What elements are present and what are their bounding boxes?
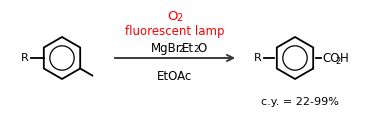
Text: fluorescent lamp: fluorescent lamp <box>125 25 225 38</box>
Text: CO: CO <box>322 51 339 64</box>
Text: H: H <box>339 51 348 64</box>
Text: 2: 2 <box>193 46 198 55</box>
Text: c.y. = 22-99%: c.y. = 22-99% <box>261 97 339 107</box>
Text: EtOAc: EtOAc <box>157 70 193 83</box>
Text: R: R <box>21 53 29 63</box>
Text: O: O <box>197 42 206 55</box>
Text: 2: 2 <box>336 57 341 66</box>
Text: Et: Et <box>182 42 194 55</box>
Text: R: R <box>254 53 262 63</box>
Text: MgBr: MgBr <box>151 42 182 55</box>
Text: O: O <box>167 10 177 23</box>
Text: 2: 2 <box>178 46 184 55</box>
Text: 2: 2 <box>176 13 182 23</box>
